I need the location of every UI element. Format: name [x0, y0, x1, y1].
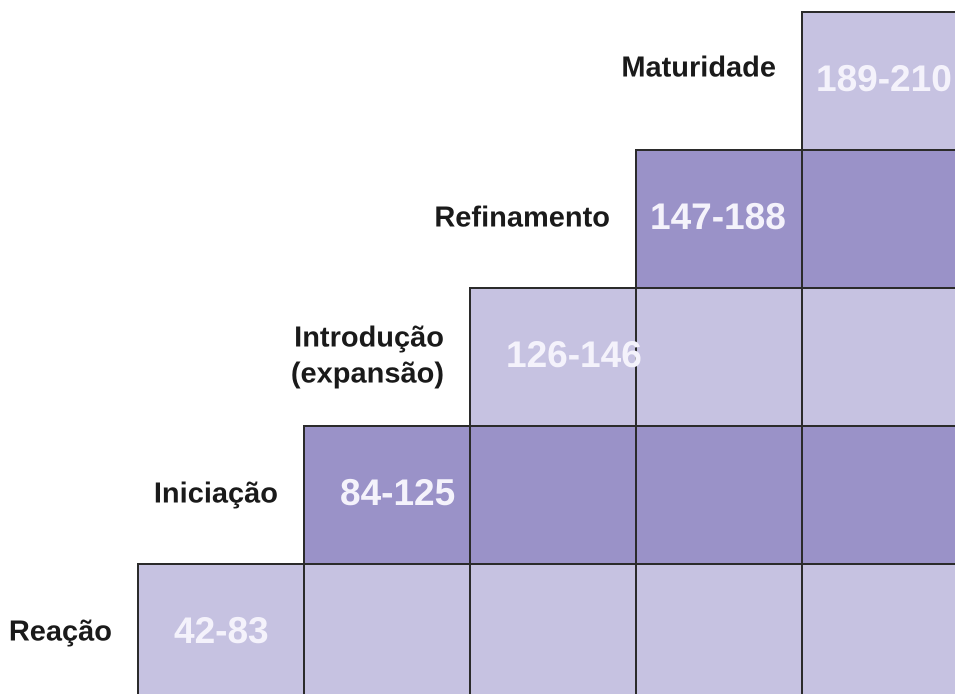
cell — [635, 149, 803, 289]
cell — [303, 563, 471, 694]
cell — [801, 11, 955, 151]
cell — [137, 563, 305, 694]
cell — [303, 425, 471, 565]
range-label: 189-210 — [816, 58, 952, 99]
cell — [801, 563, 955, 694]
cell — [801, 149, 955, 289]
cell — [801, 287, 955, 427]
range-label: 147-188 — [650, 196, 786, 237]
stage-label: Reação — [9, 616, 112, 648]
stage-label: Iniciação — [154, 478, 278, 510]
stage-label: (expansão) — [291, 358, 444, 390]
stage-label: Refinamento — [434, 202, 610, 234]
cell — [801, 425, 955, 565]
range-label: 42-83 — [174, 610, 269, 651]
cell — [469, 425, 637, 565]
cell — [635, 563, 803, 694]
cell — [469, 287, 637, 427]
range-label: 126-146 — [506, 334, 642, 375]
cell — [469, 563, 637, 694]
range-label: 84-125 — [340, 472, 455, 513]
cell — [635, 425, 803, 565]
stage-label: Introdução — [294, 322, 444, 354]
stage-label: Maturidade — [621, 52, 776, 84]
cell — [635, 287, 803, 427]
